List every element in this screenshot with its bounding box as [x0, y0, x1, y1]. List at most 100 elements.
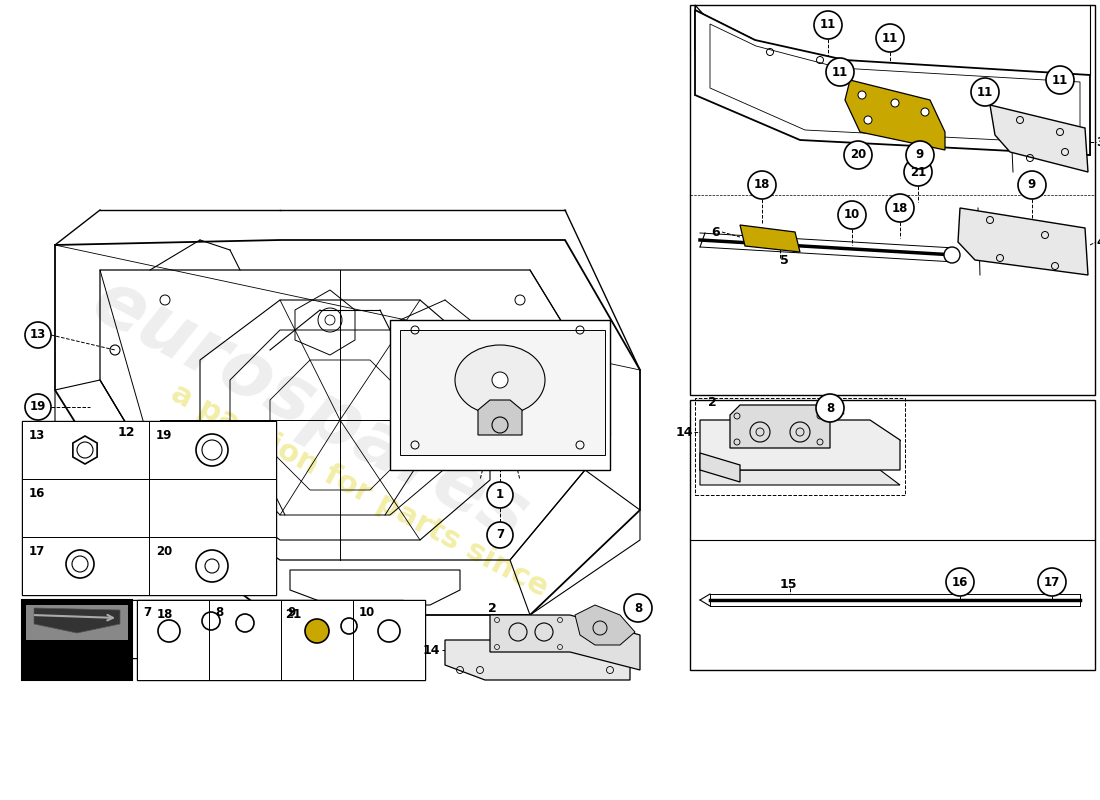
Text: 16: 16	[29, 487, 45, 500]
Text: 18: 18	[157, 608, 174, 621]
Text: 13: 13	[30, 329, 46, 342]
Circle shape	[944, 247, 960, 263]
Circle shape	[858, 91, 866, 99]
FancyBboxPatch shape	[390, 320, 611, 470]
Text: 8: 8	[634, 602, 642, 614]
Circle shape	[492, 372, 508, 388]
FancyBboxPatch shape	[209, 600, 280, 680]
Text: 14: 14	[422, 643, 440, 657]
Circle shape	[864, 116, 872, 124]
Polygon shape	[990, 105, 1088, 172]
Text: 20: 20	[156, 545, 173, 558]
FancyBboxPatch shape	[22, 600, 148, 658]
Text: 11: 11	[977, 86, 993, 98]
Circle shape	[838, 201, 866, 229]
Text: 13: 13	[29, 429, 45, 442]
Circle shape	[826, 58, 854, 86]
Polygon shape	[700, 453, 740, 482]
Text: 10: 10	[844, 209, 860, 222]
Text: a passion for parts since: a passion for parts since	[166, 378, 553, 602]
Circle shape	[971, 78, 999, 106]
Text: 9: 9	[916, 149, 924, 162]
Text: 8: 8	[214, 606, 223, 619]
Text: 827 02: 827 02	[47, 658, 107, 674]
Circle shape	[904, 158, 932, 186]
Text: 21: 21	[910, 166, 926, 178]
Text: 19: 19	[30, 401, 46, 414]
Circle shape	[65, 429, 72, 435]
FancyBboxPatch shape	[138, 600, 209, 680]
Circle shape	[814, 11, 842, 39]
Polygon shape	[700, 420, 900, 470]
Circle shape	[25, 322, 51, 348]
Text: 11: 11	[882, 31, 898, 45]
Polygon shape	[730, 405, 830, 448]
Text: 20: 20	[850, 149, 866, 162]
Text: 11: 11	[832, 66, 848, 78]
Circle shape	[876, 24, 904, 52]
Text: 17: 17	[29, 545, 45, 558]
Text: 18: 18	[892, 202, 909, 214]
Text: 11: 11	[29, 608, 45, 621]
Polygon shape	[845, 80, 945, 150]
Circle shape	[305, 619, 329, 643]
Polygon shape	[490, 615, 640, 670]
Text: 16: 16	[952, 575, 968, 589]
Circle shape	[844, 141, 872, 169]
Polygon shape	[958, 208, 1088, 275]
Circle shape	[78, 619, 92, 633]
Text: 6: 6	[712, 226, 720, 238]
Circle shape	[1046, 66, 1074, 94]
Circle shape	[748, 171, 775, 199]
FancyBboxPatch shape	[148, 421, 276, 479]
Circle shape	[1038, 568, 1066, 596]
FancyBboxPatch shape	[148, 537, 276, 595]
Circle shape	[25, 394, 51, 420]
FancyBboxPatch shape	[690, 5, 1094, 395]
FancyBboxPatch shape	[22, 421, 276, 595]
Circle shape	[906, 141, 934, 169]
Circle shape	[816, 394, 844, 422]
FancyBboxPatch shape	[280, 600, 353, 680]
Circle shape	[886, 194, 914, 222]
Text: 4: 4	[1096, 235, 1100, 249]
Polygon shape	[400, 330, 605, 455]
Ellipse shape	[455, 345, 544, 415]
FancyBboxPatch shape	[690, 400, 1094, 670]
Text: eurospares: eurospares	[79, 264, 540, 556]
FancyBboxPatch shape	[138, 600, 425, 680]
Text: 17: 17	[1044, 575, 1060, 589]
FancyBboxPatch shape	[22, 479, 148, 537]
Text: 11: 11	[1052, 74, 1068, 86]
Text: 5: 5	[780, 254, 789, 266]
Text: 12: 12	[118, 426, 135, 438]
Text: 9: 9	[287, 606, 295, 619]
Text: 7: 7	[143, 606, 151, 619]
Text: 10: 10	[359, 606, 375, 619]
FancyBboxPatch shape	[148, 479, 276, 537]
FancyBboxPatch shape	[22, 421, 148, 479]
FancyBboxPatch shape	[353, 600, 425, 680]
Text: 11: 11	[820, 18, 836, 31]
Circle shape	[487, 482, 513, 508]
Circle shape	[921, 108, 929, 116]
Text: 7: 7	[496, 529, 504, 542]
Text: 19: 19	[156, 429, 173, 442]
FancyBboxPatch shape	[22, 600, 403, 658]
Circle shape	[624, 594, 652, 622]
FancyBboxPatch shape	[22, 537, 148, 595]
FancyBboxPatch shape	[26, 605, 128, 640]
Text: 1: 1	[496, 489, 504, 502]
Polygon shape	[478, 400, 522, 435]
FancyBboxPatch shape	[22, 600, 132, 680]
Text: 9: 9	[1027, 178, 1036, 191]
Text: 2: 2	[488, 602, 497, 614]
Text: 2: 2	[708, 395, 717, 409]
Polygon shape	[740, 225, 800, 252]
Polygon shape	[575, 605, 635, 645]
Text: 18: 18	[754, 178, 770, 191]
FancyBboxPatch shape	[278, 600, 405, 658]
Circle shape	[487, 522, 513, 548]
Polygon shape	[34, 608, 120, 633]
Circle shape	[946, 568, 974, 596]
